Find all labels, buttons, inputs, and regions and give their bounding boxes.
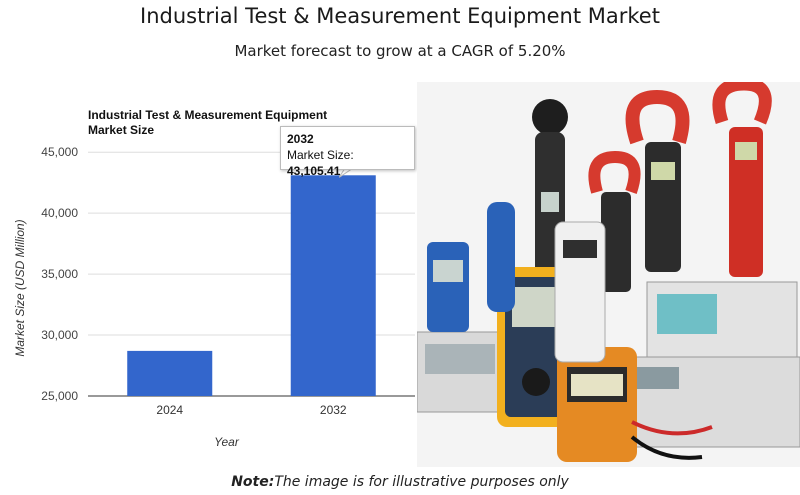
page-title: Industrial Test & Measurement Equipment …	[140, 4, 660, 28]
chart-svg: 25,000 30,000 35,000 40,000 45,000 2024 2032 Ye…	[13, 145, 415, 449]
tooltip-value: 43,105.41	[287, 164, 341, 178]
page-subtitle: Market forecast to grow at a CAGR of 5.2…	[234, 42, 566, 60]
x-tick-label: 2024	[156, 403, 183, 417]
test-measurement-equipment-photo-icon	[417, 82, 800, 467]
x-axis-title: Year	[214, 435, 240, 449]
y-tick-label: 25,000	[41, 389, 78, 403]
y-tick-label: 35,000	[41, 267, 78, 281]
y-tick-label: 45,000	[41, 145, 78, 159]
y-tick-label: 30,000	[41, 328, 78, 342]
y-axis-title: Market Size (USD Million)	[13, 219, 27, 356]
note-text: The image is for illustrative purposes o…	[274, 474, 569, 490]
tooltip-label: Market Size:	[287, 148, 354, 162]
bar-tooltip: 2032 Market Size: 43,105.41	[280, 126, 415, 178]
market-size-chart: Industrial Test & Measurement Equipment …	[0, 100, 420, 470]
note-prefix: Note:	[231, 474, 275, 490]
footnote: Note:The image is for illustrative purpo…	[0, 474, 800, 490]
x-tick-label: 2032	[320, 403, 347, 417]
tooltip-year: 2032	[287, 132, 314, 146]
chart-title: Industrial Test & Measurement Equipment …	[88, 108, 328, 137]
bar-2032	[290, 175, 376, 396]
tooltip-row: Market Size: 43,105.41	[287, 147, 408, 179]
equipment-photo	[417, 82, 800, 467]
y-tick-label: 40,000	[41, 206, 78, 220]
bar-2024	[127, 350, 213, 396]
